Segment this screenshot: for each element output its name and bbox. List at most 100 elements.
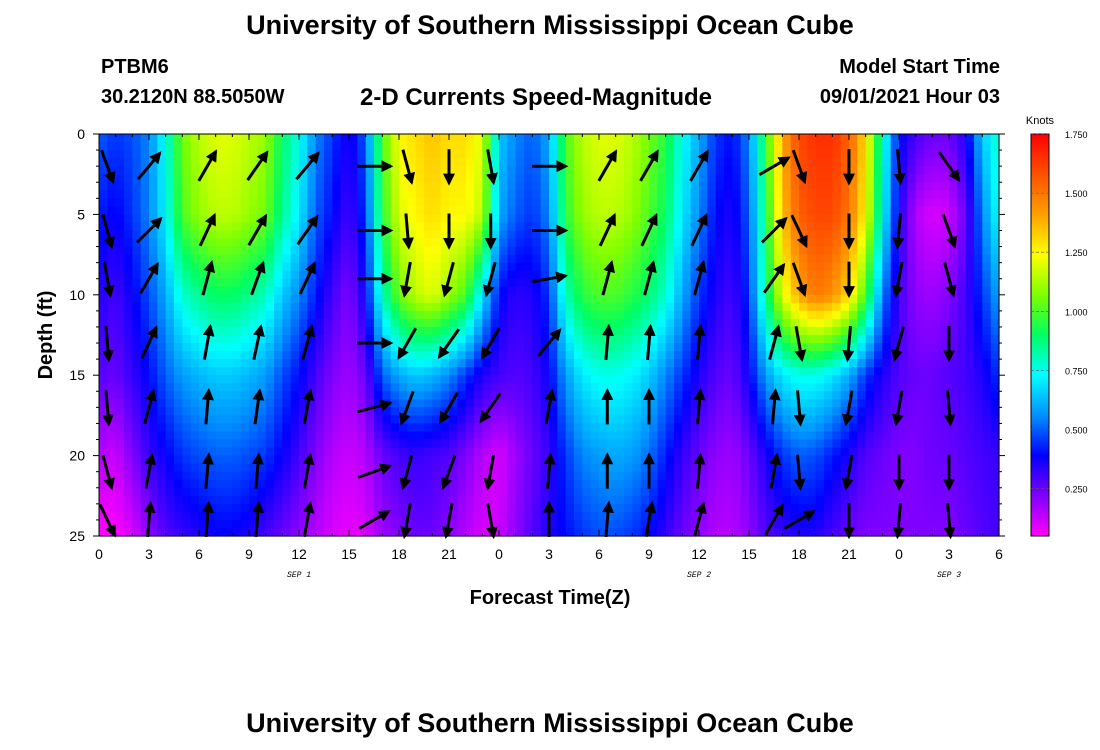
heatmap-cell: [749, 343, 758, 352]
heatmap-cell: [632, 190, 642, 199]
heatmap-cell: [557, 182, 567, 191]
heatmap-cell: [407, 134, 417, 143]
heatmap-cell: [532, 399, 542, 408]
heatmap-cell: [199, 246, 208, 256]
heatmap-cell: [174, 487, 183, 497]
heatmap-cell: [674, 158, 683, 167]
heatmap-cell: [665, 142, 675, 151]
heatmap-cell: [707, 182, 717, 191]
heatmap-cell: [665, 391, 675, 400]
heatmap-cell: [865, 214, 875, 224]
heatmap-cell: [799, 318, 808, 328]
heatmap-cell: [715, 238, 725, 248]
heatmap-cell: [740, 423, 750, 433]
heatmap-cell: [257, 230, 267, 240]
heatmap-cell: [815, 190, 825, 199]
heatmap-cell: [424, 230, 433, 240]
heatmap-cell: [240, 415, 250, 425]
heatmap-cell: [657, 399, 667, 408]
heatmap-cell: [890, 254, 900, 264]
heatmap-cell: [140, 286, 150, 296]
heatmap-cell: [724, 198, 733, 207]
heatmap-cell: [649, 318, 658, 328]
heatmap-cell: [640, 294, 650, 304]
heatmap-cell: [749, 206, 758, 215]
heatmap-cell: [807, 439, 817, 449]
heatmap-cell: [499, 375, 508, 384]
heatmap-cell: [599, 375, 608, 384]
heatmap-cell: [124, 134, 133, 143]
heatmap-cell: [599, 399, 608, 408]
heatmap-cell: [807, 214, 817, 224]
heatmap-cell: [815, 447, 825, 457]
heatmap-cell: [374, 383, 383, 392]
heatmap-cell: [690, 399, 700, 408]
heatmap-cell: [557, 326, 567, 336]
heatmap-cell: [349, 166, 358, 175]
heatmap-cell: [515, 302, 525, 312]
heatmap-cell: [124, 326, 133, 336]
heatmap-cell: [307, 270, 317, 280]
heatmap-cell: [749, 487, 758, 497]
heatmap-cell: [615, 238, 625, 248]
heatmap-cell: [607, 399, 617, 408]
heatmap-cell: [432, 230, 442, 240]
heatmap-cell: [407, 182, 417, 191]
heatmap-cell: [807, 487, 817, 497]
heatmap-cell: [582, 302, 592, 312]
heatmap-cell: [932, 158, 942, 167]
heatmap-cell: [474, 142, 483, 151]
heatmap-cell: [949, 294, 958, 304]
heatmap-cell: [265, 407, 275, 416]
heatmap-cell: [365, 367, 375, 376]
heatmap-cell: [257, 310, 267, 320]
heatmap-cell: [374, 343, 383, 352]
heatmap-cell: [224, 286, 233, 296]
heatmap-cell: [790, 335, 800, 344]
heatmap-cell: [840, 270, 850, 280]
heatmap-cell: [640, 174, 650, 183]
heatmap-cell: [782, 471, 792, 481]
heatmap-cell: [374, 399, 383, 408]
heatmap-cell: [449, 431, 458, 441]
heatmap-cell: [482, 439, 492, 449]
heatmap-cell: [607, 439, 617, 449]
heatmap-cell: [665, 326, 675, 336]
heatmap-cell: [532, 447, 542, 457]
heatmap-cell: [690, 214, 700, 224]
heatmap-cell: [815, 383, 825, 392]
heatmap-cell: [274, 254, 283, 264]
heatmap-cell: [865, 471, 875, 481]
heatmap-cell: [282, 375, 292, 384]
heatmap-cell: [565, 383, 575, 392]
heatmap-cell: [640, 158, 650, 167]
heatmap-cell: [615, 367, 625, 376]
heatmap-cell: [207, 302, 217, 312]
model-start-value: 09/01/2021 Hour 03: [819, 86, 1000, 108]
heatmap-cell: [857, 495, 867, 505]
heatmap-cell: [965, 375, 975, 384]
heatmap-cell: [615, 439, 625, 449]
heatmap-cell: [815, 166, 825, 175]
heatmap-cell: [257, 318, 267, 328]
heatmap-cell: [740, 495, 750, 505]
heatmap-cell: [599, 343, 608, 352]
heatmap-cell: [832, 270, 842, 280]
heatmap-cell: [807, 447, 817, 457]
heatmap-cell: [157, 262, 167, 272]
heatmap-cell: [665, 383, 675, 392]
heatmap-cell: [149, 351, 158, 360]
heatmap-cell: [782, 495, 792, 505]
heatmap-cell: [474, 214, 483, 224]
heatmap-cell: [274, 359, 283, 368]
heatmap-cell: [415, 206, 425, 215]
heatmap-cell: [524, 262, 533, 272]
heatmap-cell: [324, 367, 333, 376]
heatmap-cell: [632, 367, 642, 376]
heatmap-cell: [474, 270, 483, 280]
heatmap-cell: [290, 407, 300, 416]
heatmap-cell: [857, 423, 867, 433]
heatmap-cell: [482, 150, 492, 159]
heatmap-cell: [340, 302, 350, 312]
heatmap-cell: [399, 359, 408, 368]
